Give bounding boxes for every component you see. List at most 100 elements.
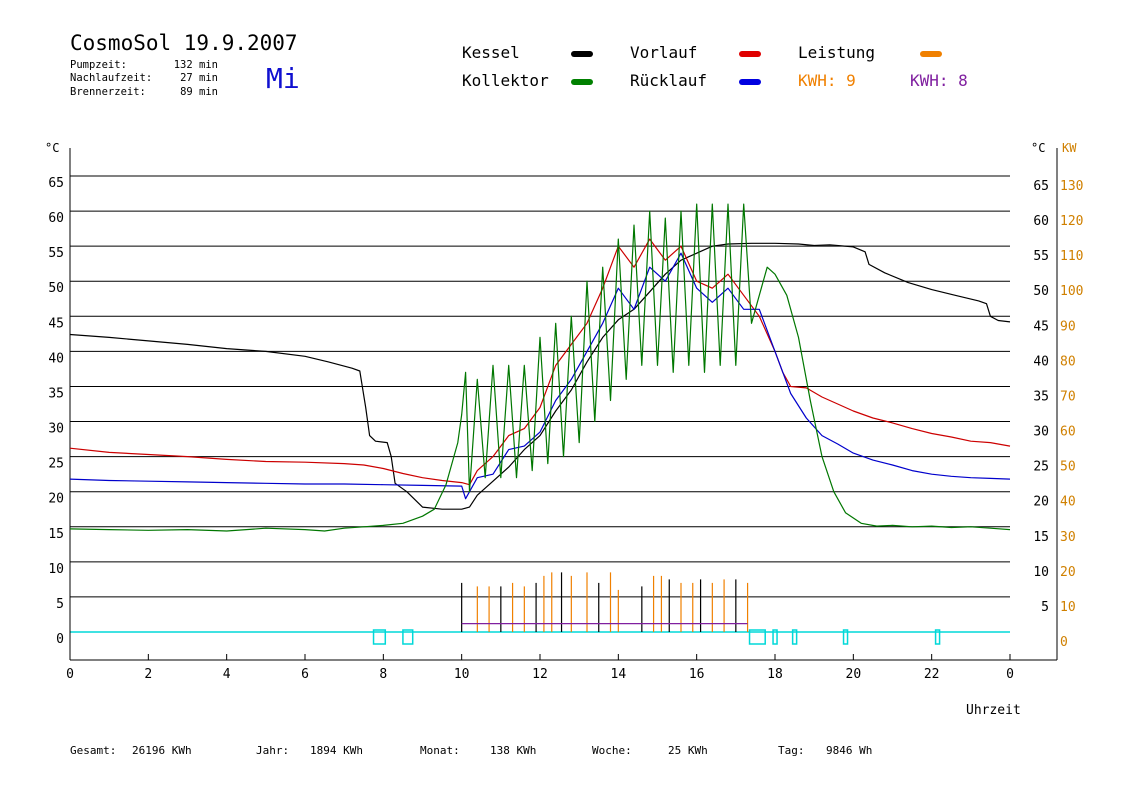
footer-value-woche: 25 KWh	[668, 744, 708, 757]
footer-label-tag: Tag:	[778, 744, 805, 757]
y-axis-unit-left: °C	[45, 141, 59, 155]
pump-on-marker	[402, 629, 414, 645]
x-tick-label: 18	[767, 667, 783, 682]
legend-label-vorlauf: Vorlauf	[630, 43, 697, 62]
chart-series	[69, 203, 1011, 532]
series-line-kessel	[69, 242, 1011, 510]
y-tick-label-right-kw: 40	[1060, 495, 1076, 510]
footer-label-gesamt: Gesamt:	[70, 744, 116, 757]
legend: Kessel Vorlauf Leistung Kollektor Rückla…	[462, 43, 968, 90]
footer-value-monat: 138 KWh	[490, 744, 536, 757]
chart-axes	[69, 148, 1058, 661]
y-tick-label-right-kw: 10	[1060, 600, 1076, 615]
chart-tick-labels: 0 2 4 6 8 10 12 14 16 18 20 22 005101520253035404550…	[48, 176, 1083, 682]
y-tick-label-right-c: 25	[1033, 460, 1049, 475]
pump-on-marker	[372, 629, 387, 645]
y-tick-label-left: 35	[48, 386, 64, 401]
y-axis-unit-right-c: °C	[1031, 141, 1045, 155]
legend-swatch-kessel	[571, 51, 593, 57]
leistung-bars	[461, 572, 749, 632]
x-tick-label: 14	[611, 667, 627, 682]
y-tick-label-left: 30	[48, 422, 64, 437]
x-tick-label: 8	[379, 667, 387, 682]
y-tick-label-right-kw: 120	[1060, 214, 1083, 229]
stat-label-brennerzeit: Brennerzeit:	[70, 86, 146, 98]
y-tick-label-right-c: 65	[1033, 179, 1049, 194]
y-tick-label-right-c: 30	[1033, 425, 1049, 440]
y-tick-label-left: 20	[48, 492, 64, 507]
legend-label-kollektor: Kollektor	[462, 71, 549, 90]
y-tick-label-right-c: 10	[1033, 565, 1049, 580]
y-tick-label-left: 10	[48, 562, 64, 577]
pump-on-marker	[934, 629, 941, 645]
legend-label-kessel: Kessel	[462, 43, 520, 62]
legend-swatch-ruecklauf	[739, 79, 761, 85]
stat-value-nachlaufzeit: 27 min	[180, 72, 218, 84]
y-tick-label-right-kw: 90	[1060, 319, 1076, 334]
pump-indicators	[372, 629, 941, 645]
day-label: Mi	[266, 62, 300, 95]
pump-on-marker	[791, 629, 798, 645]
y-tick-label-right-kw: 60	[1060, 425, 1076, 440]
app-title: CosmoSol 19.9.2007	[70, 31, 298, 55]
y-tick-label-right-c: 50	[1033, 284, 1049, 299]
y-tick-label-left: 50	[48, 281, 64, 296]
x-tick-label: 2	[144, 667, 152, 682]
y-tick-label-right-kw: 70	[1060, 389, 1076, 404]
stat-value-pumpzeit: 132 min	[174, 59, 218, 71]
legend-swatch-vorlauf	[739, 51, 761, 57]
pump-on-marker	[748, 629, 766, 645]
pump-on-marker	[842, 629, 849, 645]
y-tick-label-right-c: 45	[1033, 319, 1049, 334]
footer-label-woche: Woche:	[592, 744, 632, 757]
legend-kwh-1: KWH: 9	[798, 71, 856, 90]
y-tick-label-right-kw: 30	[1060, 530, 1076, 545]
x-tick-label: 10	[454, 667, 470, 682]
x-axis-label: Uhrzeit	[966, 703, 1021, 718]
y-tick-label-right-c: 15	[1033, 530, 1049, 545]
x-tick-label: 4	[223, 667, 231, 682]
x-tick-label: 6	[301, 667, 309, 682]
footer-value-tag: 9846 Wh	[826, 744, 872, 757]
stat-value-brennerzeit: 89 min	[180, 86, 218, 98]
footer-totals: Gesamt: 26196 KWh Jahr: 1894 KWh Monat: …	[70, 744, 872, 757]
y-tick-label-left: 45	[48, 316, 64, 331]
pump-on-marker	[772, 629, 778, 645]
footer-value-jahr: 1894 KWh	[310, 744, 363, 757]
y-tick-label-right-c: 60	[1033, 214, 1049, 229]
chart-grid	[70, 175, 1010, 633]
y-tick-label-left: 15	[48, 527, 64, 542]
header-stats: Pumpzeit: 132 min Nachlaufzeit: 27 min B…	[70, 59, 218, 98]
legend-kwh-2: KWH: 8	[910, 71, 968, 90]
y-tick-label-left: 25	[48, 457, 64, 472]
y-tick-label-left: 55	[48, 246, 64, 261]
x-tick-label: 0	[1006, 667, 1014, 682]
series-line-rcklauf	[69, 252, 1011, 500]
series-line-vorlauf	[69, 238, 1011, 486]
series-line-kollektor	[69, 203, 1011, 532]
stat-label-nachlaufzeit: Nachlaufzeit:	[70, 72, 152, 84]
y-tick-label-right-kw: 20	[1060, 565, 1076, 580]
y-tick-label-right-c: 40	[1033, 354, 1049, 369]
stat-label-pumpzeit: Pumpzeit:	[70, 59, 127, 71]
y-tick-label-left: 40	[48, 351, 64, 366]
legend-swatch-kollektor	[571, 79, 593, 85]
footer-label-monat: Monat:	[420, 744, 460, 757]
y-tick-label-left: 0	[56, 632, 64, 647]
y-tick-label-left: 60	[48, 211, 64, 226]
x-tick-label: 0	[66, 667, 74, 682]
y-axis-unit-right-kw: KW	[1062, 141, 1077, 155]
legend-label-ruecklauf: Rücklauf	[630, 71, 707, 90]
y-tick-label-right-kw: 50	[1060, 460, 1076, 475]
y-tick-label-right-kw: 130	[1060, 179, 1083, 194]
footer-label-jahr: Jahr:	[256, 744, 289, 757]
x-tick-label: 12	[532, 667, 548, 682]
y-tick-label-right-c: 5	[1041, 600, 1049, 615]
y-tick-label-right-kw: 80	[1060, 354, 1076, 369]
y-tick-label-right-c: 55	[1033, 249, 1049, 264]
y-tick-label-left: 65	[48, 176, 64, 191]
x-tick-label: 20	[846, 667, 862, 682]
x-tick-label: 22	[924, 667, 940, 682]
y-tick-label-right-c: 20	[1033, 495, 1049, 510]
